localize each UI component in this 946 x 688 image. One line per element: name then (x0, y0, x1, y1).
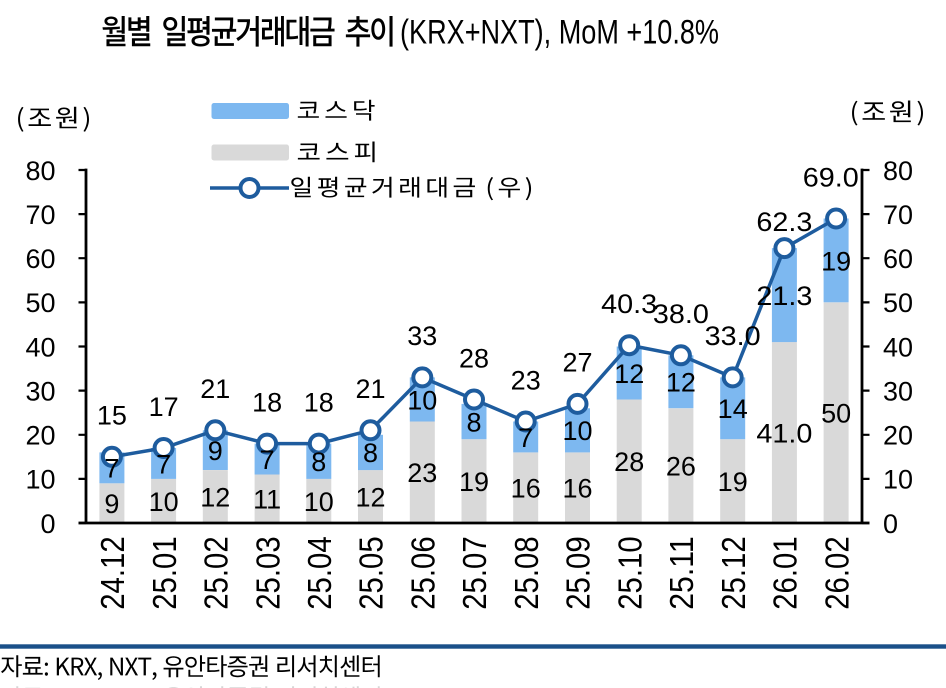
svg-text:25.11: 25.11 (664, 536, 701, 610)
svg-text:28: 28 (614, 447, 644, 477)
svg-text:40: 40 (25, 332, 55, 362)
svg-text:25.09: 25.09 (561, 536, 598, 610)
svg-text:69.0: 69.0 (803, 162, 859, 192)
svg-text:12: 12 (355, 482, 385, 512)
svg-text:0: 0 (883, 509, 898, 539)
svg-text:24.12: 24.12 (95, 536, 132, 610)
svg-text:25.02: 25.02 (199, 536, 236, 610)
svg-text:16: 16 (562, 474, 592, 504)
svg-text:12: 12 (614, 359, 644, 389)
svg-text:33: 33 (407, 321, 437, 351)
svg-text:60: 60 (25, 244, 55, 274)
svg-text:21: 21 (355, 374, 385, 404)
svg-text:8: 8 (311, 447, 326, 477)
svg-text:21.3: 21.3 (756, 281, 812, 311)
svg-text:23: 23 (511, 365, 541, 395)
svg-text:10: 10 (25, 465, 55, 495)
svg-text:25.04: 25.04 (302, 536, 339, 610)
svg-text:41.0: 41.0 (756, 418, 812, 448)
svg-text:25.06: 25.06 (406, 536, 443, 610)
svg-text:26.01: 26.01 (768, 536, 805, 610)
svg-text:12: 12 (200, 482, 230, 512)
svg-text:10: 10 (407, 385, 437, 415)
svg-text:18: 18 (304, 387, 334, 417)
svg-text:25.12: 25.12 (716, 536, 753, 610)
svg-text:9: 9 (104, 489, 119, 519)
svg-text:25.01: 25.01 (147, 536, 184, 610)
svg-text:23: 23 (407, 458, 437, 488)
svg-text:7: 7 (260, 445, 275, 475)
svg-text:25.03: 25.03 (250, 536, 287, 610)
svg-text:60: 60 (883, 244, 913, 274)
svg-text:50: 50 (25, 288, 55, 318)
svg-text:33.0: 33.0 (705, 321, 761, 351)
svg-text:(KRX+NXT), MoM +10.8%: (KRX+NXT), MoM +10.8% (400, 14, 719, 52)
svg-text:40: 40 (883, 332, 913, 362)
svg-text:27: 27 (562, 348, 592, 378)
svg-text:28: 28 (459, 343, 489, 373)
svg-text:10: 10 (883, 465, 913, 495)
svg-text:7: 7 (518, 423, 533, 453)
svg-text:19: 19 (459, 467, 489, 497)
svg-text:70: 70 (25, 200, 55, 230)
svg-text:7: 7 (104, 454, 119, 484)
svg-text:9: 9 (208, 436, 223, 466)
svg-text:19: 19 (718, 467, 748, 497)
svg-text:25.08: 25.08 (509, 536, 546, 610)
svg-text:40.3: 40.3 (601, 289, 657, 319)
svg-text:30: 30 (883, 377, 913, 407)
svg-text:8: 8 (363, 438, 378, 468)
svg-text:12: 12 (666, 368, 696, 398)
svg-text:8: 8 (466, 407, 481, 437)
svg-text:0: 0 (40, 509, 55, 539)
svg-text:26: 26 (666, 452, 696, 482)
svg-text:20: 20 (883, 421, 913, 451)
svg-text:17: 17 (149, 392, 179, 422)
svg-text:25.07: 25.07 (457, 536, 494, 610)
svg-text:30: 30 (25, 377, 55, 407)
svg-text:18: 18 (252, 387, 282, 417)
svg-text:38.0: 38.0 (653, 299, 709, 329)
svg-text:16: 16 (511, 474, 541, 504)
svg-text:15: 15 (97, 401, 127, 431)
svg-text:70: 70 (883, 200, 913, 230)
svg-text:21: 21 (200, 374, 230, 404)
svg-text:50: 50 (883, 288, 913, 318)
svg-text:10: 10 (562, 416, 592, 446)
svg-text:14: 14 (718, 394, 748, 424)
svg-text:10: 10 (149, 487, 179, 517)
svg-text:20: 20 (25, 421, 55, 451)
svg-text:25.10: 25.10 (612, 536, 649, 610)
svg-text:10: 10 (304, 487, 334, 517)
svg-text:11: 11 (253, 485, 281, 515)
svg-text:80: 80 (25, 156, 55, 186)
svg-text:7: 7 (156, 449, 171, 479)
svg-text:80: 80 (883, 156, 913, 186)
svg-text:26.02: 26.02 (819, 536, 856, 610)
svg-text:62.3: 62.3 (756, 207, 812, 237)
svg-text:25.05: 25.05 (354, 536, 391, 610)
svg-text:19: 19 (821, 246, 851, 276)
svg-text:50: 50 (821, 399, 851, 429)
